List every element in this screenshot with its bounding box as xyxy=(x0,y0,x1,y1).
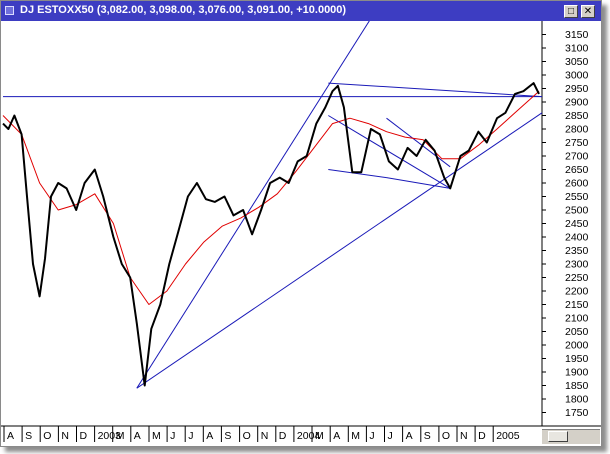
trendline-2[interactable] xyxy=(136,112,543,389)
trendline-4[interactable] xyxy=(328,115,451,189)
window-title-symbol: DJ ESTOXX50 xyxy=(20,4,94,16)
x-tick-label: O xyxy=(442,430,450,442)
x-tick-label: A xyxy=(7,430,14,442)
price-line xyxy=(2,82,540,387)
y-tick-label: 3050 xyxy=(565,56,589,68)
chart-window-icon xyxy=(5,6,14,15)
trendline-3[interactable] xyxy=(328,82,543,98)
x-tick-label: A xyxy=(406,430,413,442)
chart-window: DJ ESTOXX50 (3,082.00, 3,098.00, 3,076.0… xyxy=(0,0,602,447)
y-tick-label: 2750 xyxy=(565,137,589,149)
price-layer xyxy=(2,82,540,387)
x-tick-label: D xyxy=(80,430,88,442)
x-tick-label: 2003 xyxy=(98,430,122,442)
trendline-6[interactable] xyxy=(386,177,451,189)
x-tick-label: J xyxy=(369,430,374,442)
moving-average-line xyxy=(2,90,540,305)
x-tick-label: M xyxy=(116,430,125,442)
close-button[interactable]: ✕ xyxy=(581,5,595,18)
y-tick-label: 2900 xyxy=(565,97,589,109)
x-tick-label: S xyxy=(424,430,431,442)
x-tick-label: M xyxy=(351,430,360,442)
y-tick-label: 2800 xyxy=(565,124,589,136)
y-tick-label: 2050 xyxy=(565,326,589,338)
y-tick-label: 2300 xyxy=(565,259,589,271)
ohlc-readout: (3,082.00, 3,098.00, 3,076.00, 3,091.00,… xyxy=(96,4,347,16)
trendline-7[interactable] xyxy=(386,117,451,168)
x-tick-label: A xyxy=(134,430,141,442)
x-tick-label: A xyxy=(206,430,213,442)
y-tick-label: 1800 xyxy=(565,394,589,406)
y-tick-label: 1750 xyxy=(565,407,589,419)
x-tick-label: J xyxy=(188,430,193,442)
y-tick-label: 2350 xyxy=(565,245,589,257)
restore-button[interactable]: □ xyxy=(564,5,578,18)
x-tick-label: O xyxy=(243,430,251,442)
y-tick-label: 2100 xyxy=(565,313,589,325)
y-tick-label: 1950 xyxy=(565,353,589,365)
x-tick-label: A xyxy=(333,430,340,442)
trendlines xyxy=(3,21,543,389)
x-tick-label: N xyxy=(460,430,468,442)
y-tick-label: 2700 xyxy=(565,151,589,163)
y-tick-label: 2400 xyxy=(565,232,589,244)
x-tick-label: D xyxy=(478,430,486,442)
trendline-1[interactable] xyxy=(136,21,395,389)
title-bar[interactable]: DJ ESTOXX50 (3,082.00, 3,098.00, 3,076.0… xyxy=(1,1,601,21)
y-tick-label: 1900 xyxy=(565,367,589,379)
x-tick-label: J xyxy=(170,430,175,442)
x-tick-label: N xyxy=(61,430,69,442)
y-tick-label: 1850 xyxy=(565,380,589,392)
x-tick-label: S xyxy=(25,430,32,442)
y-tick-label: 2650 xyxy=(565,164,589,176)
x-tick-label: M xyxy=(315,430,324,442)
y-tick-label: 2150 xyxy=(565,299,589,311)
x-tick-label: D xyxy=(279,430,287,442)
scrollbar-thumb[interactable] xyxy=(548,431,568,442)
trendline-5[interactable] xyxy=(328,169,387,179)
y-tick-label: 2500 xyxy=(565,205,589,217)
y-tick-label: 2250 xyxy=(565,272,589,284)
y-tick-label: 2550 xyxy=(565,191,589,203)
x-tick-label: S xyxy=(224,430,231,442)
x-tick-label: 2004 xyxy=(297,430,321,442)
plot-area xyxy=(1,21,542,426)
y-tick-label: 2200 xyxy=(565,286,589,298)
y-tick-label: 2450 xyxy=(565,218,589,230)
x-tick-label: N xyxy=(261,430,269,442)
window-title: DJ ESTOXX50 (3,082.00, 3,098.00, 3,076.0… xyxy=(20,4,346,16)
y-tick-label: 3000 xyxy=(565,70,589,82)
y-tick-label: 3100 xyxy=(565,43,589,55)
y-tick-label: 2000 xyxy=(565,340,589,352)
x-tick-label: 2005 xyxy=(496,430,520,442)
y-tick-label: 2600 xyxy=(565,178,589,190)
moving-average-layer xyxy=(2,90,540,305)
x-tick-label: O xyxy=(43,430,51,442)
x-tick-label: M xyxy=(152,430,161,442)
x-tick-label: J xyxy=(388,430,393,442)
y-tick-label: 2950 xyxy=(565,83,589,95)
y-tick-label: 2850 xyxy=(565,110,589,122)
y-tick-label: 3150 xyxy=(565,29,589,41)
